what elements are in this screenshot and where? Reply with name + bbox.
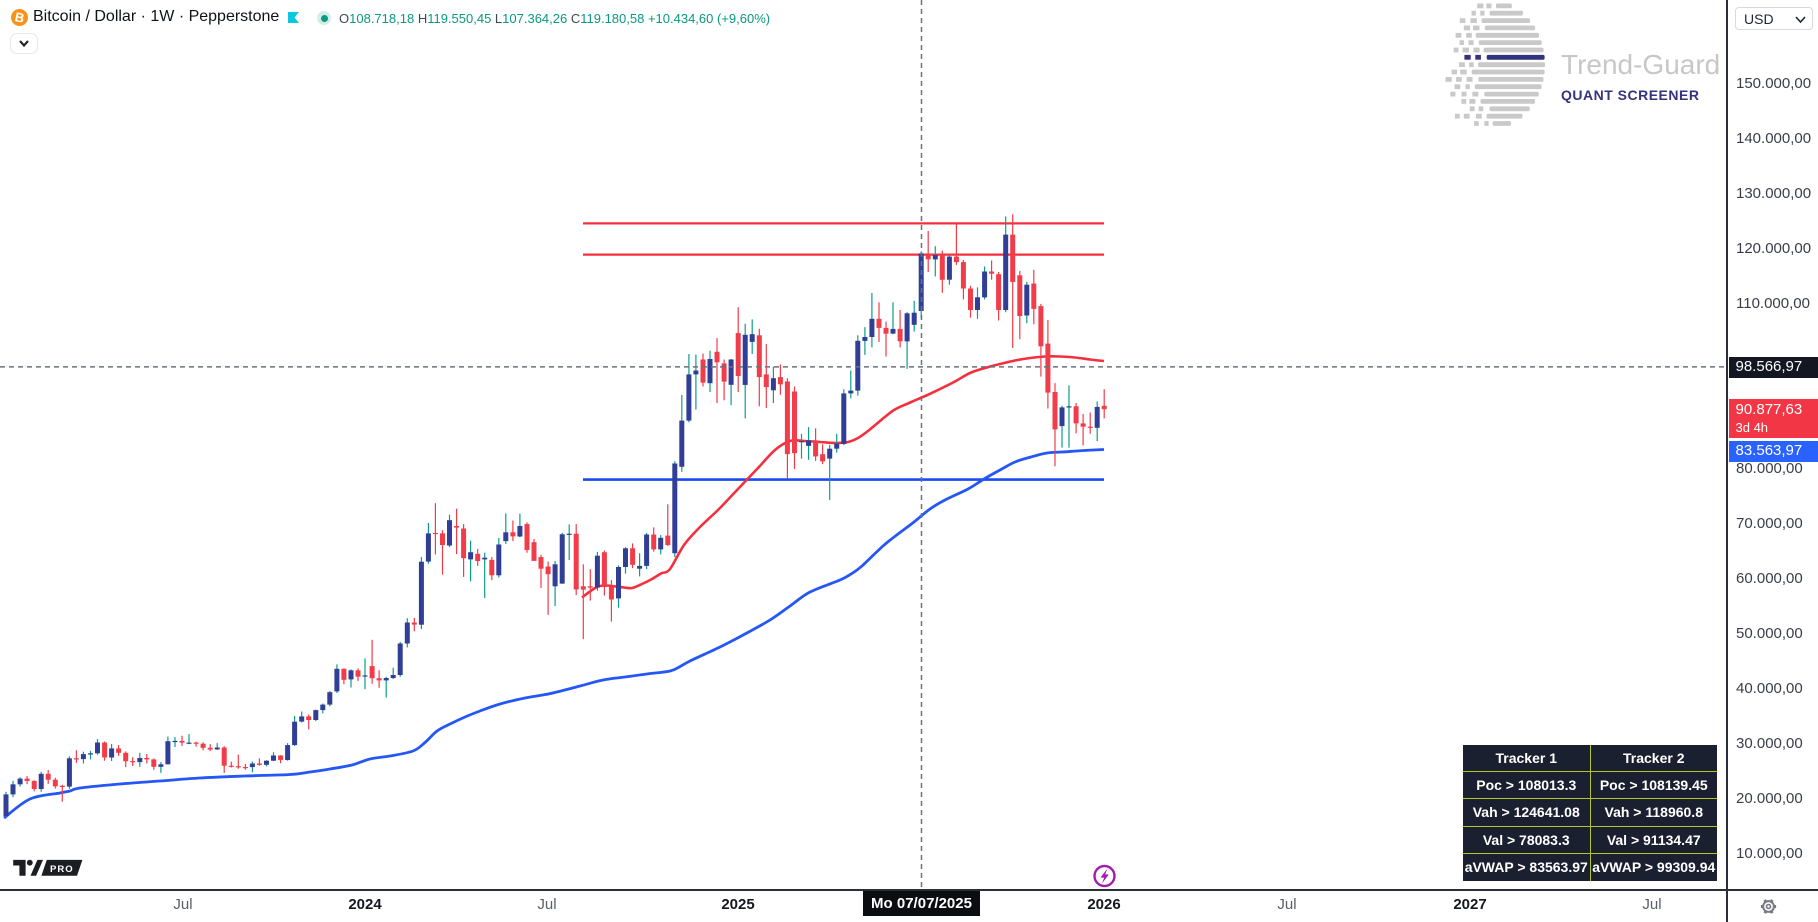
svg-text:PRO: PRO [50, 864, 74, 875]
